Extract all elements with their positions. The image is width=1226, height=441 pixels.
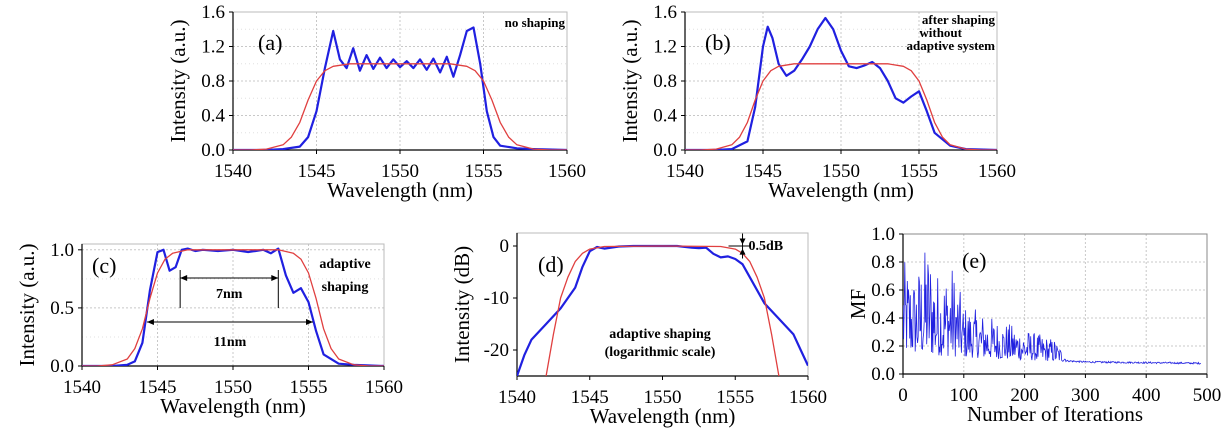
x-tick-label: 1545	[139, 377, 177, 398]
y-tick-label: 0.8	[201, 71, 225, 92]
panel-label: (e)	[962, 248, 986, 273]
x-tick-label: 1550	[381, 161, 419, 182]
x-tick-label: 1545	[571, 387, 609, 408]
x-tick-label: 1550	[644, 387, 682, 408]
y-axis-label: Intensity (dB)	[450, 246, 474, 363]
plot-area	[903, 252, 1201, 365]
x-axis-label: Number of Iterations	[967, 402, 1143, 426]
x-tick-label: 1550	[822, 161, 860, 182]
x-tick-label: 1555	[465, 161, 503, 182]
y-tick-label: -10	[484, 288, 509, 309]
x-tick-label: 300	[1071, 385, 1100, 406]
x-tick-label: 1545	[744, 161, 782, 182]
x-tick-label: 1540	[63, 377, 101, 398]
target-curve-line	[82, 249, 384, 366]
x-tick-label: 200	[1010, 385, 1039, 406]
x-tick-label: 1560	[978, 161, 1016, 182]
measured-curve-line	[685, 16, 997, 150]
x-tick-label: 1560	[365, 377, 403, 398]
x-tick-label: 1555	[900, 161, 938, 182]
y-tick-label: 0.0	[201, 140, 225, 161]
x-tick-label: 1560	[789, 387, 827, 408]
x-tick-label: 1555	[290, 377, 328, 398]
panel-label: (d)	[538, 252, 564, 277]
panel-label: (b)	[705, 30, 731, 55]
annotation-0p5db: 0.5dB	[749, 239, 784, 254]
annotation-shaping: shaping	[322, 280, 369, 295]
x-axis-label: Wavelength (nm)	[327, 178, 473, 202]
annotation-11nm: 11nm	[214, 335, 247, 350]
y-tick-label: -20	[484, 340, 509, 361]
chart-panel-1: 1540 1545 1550 1555 1560 0.0 0.4 0.8 1.2 1.6 Wavel…	[166, 2, 586, 202]
y-tick-label: 1.0	[871, 224, 895, 245]
chart-panel-5: 0 100 200 300 400 500 0.0 0.2 0.4 0.6 0.8 1.0 Number…	[846, 224, 1221, 426]
y-tick-label: 0.6	[871, 280, 895, 301]
target-curve-line	[233, 63, 567, 150]
x-tick-label: 0	[898, 385, 908, 406]
annotation-adaptive-shaping: adaptive shaping	[609, 327, 711, 342]
target-curve-line	[545, 245, 780, 376]
x-tick-label: 400	[1132, 385, 1161, 406]
y-tick-label: 1.0	[50, 240, 74, 261]
annotation-without: without	[919, 25, 962, 40]
y-tick-label: 1.6	[653, 2, 677, 23]
panel-label: (c)	[92, 253, 116, 278]
y-tick-label: 0.0	[653, 140, 677, 161]
x-tick-label: 1540	[666, 161, 704, 182]
x-tick-label: 500	[1193, 385, 1222, 406]
target-curve-line	[685, 63, 997, 150]
x-axis-label: Wavelength (nm)	[160, 394, 306, 418]
chart-panel-3: 1540 1545 1550 1555 1560 0.0 0.5 1.0 Wavelength …	[15, 240, 403, 418]
plot-area	[82, 247, 384, 366]
annotation-after-shaping: after shaping	[922, 12, 996, 27]
x-axis-label: Wavelength (nm)	[590, 404, 736, 428]
annotation-log-scale: (logarithmic scale)	[605, 345, 716, 360]
x-tick-label: 1545	[298, 161, 336, 182]
annotation-adaptive: adaptive	[319, 257, 370, 272]
y-tick-label: 1.2	[653, 37, 677, 58]
plot-area	[517, 244, 808, 376]
panel-label: (a)	[258, 30, 282, 55]
y-tick-label: 0.4	[201, 106, 225, 127]
y-tick-label: 0.2	[871, 336, 895, 357]
y-axis-label: MF	[846, 289, 870, 319]
chart-panel-2: 1540 1545 1550 1555 1560 0.0 0.4 0.8 1.2 1.6 Wavel…	[618, 2, 1016, 202]
y-tick-label: 0.8	[871, 252, 895, 273]
y-tick-label: 0.8	[653, 71, 677, 92]
y-tick-label: 0	[500, 236, 510, 257]
y-axis-label: Intensity (a.u.)	[15, 243, 39, 366]
plot-area	[233, 26, 567, 150]
plot-area	[685, 16, 997, 150]
y-tick-label: 0.0	[50, 356, 74, 377]
x-tick-label: 1560	[548, 161, 586, 182]
x-tick-label: 100	[950, 385, 979, 406]
y-tick-label: 1.6	[201, 2, 225, 23]
annotation-adaptive-system: adaptive system	[907, 38, 996, 53]
x-axis-label: Wavelength (nm)	[768, 178, 914, 202]
chart-panel-4: 1540 1545 1550 1555 1560 -20 -10 0 Wavelength (n…	[450, 232, 827, 428]
arrow-0p5db-heads	[739, 238, 746, 255]
y-tick-label: 0.4	[871, 308, 895, 329]
x-tick-label: 1555	[716, 387, 754, 408]
x-tick-label: 1540	[498, 387, 536, 408]
annotation-7nm: 7nm	[216, 287, 243, 302]
y-tick-label: 0.5	[50, 298, 74, 319]
y-axis-label: Intensity (a.u.)	[618, 19, 642, 142]
merit-function-line	[903, 252, 1201, 365]
annotation-no-shaping: no shaping	[505, 15, 566, 30]
x-tick-label: 1540	[214, 161, 252, 182]
y-tick-label: 0.4	[653, 106, 677, 127]
y-tick-label: 0.0	[871, 364, 895, 385]
x-tick-label: 1550	[214, 377, 252, 398]
y-axis-label: Intensity (a.u.)	[166, 19, 190, 142]
y-tick-label: 1.2	[201, 37, 225, 58]
